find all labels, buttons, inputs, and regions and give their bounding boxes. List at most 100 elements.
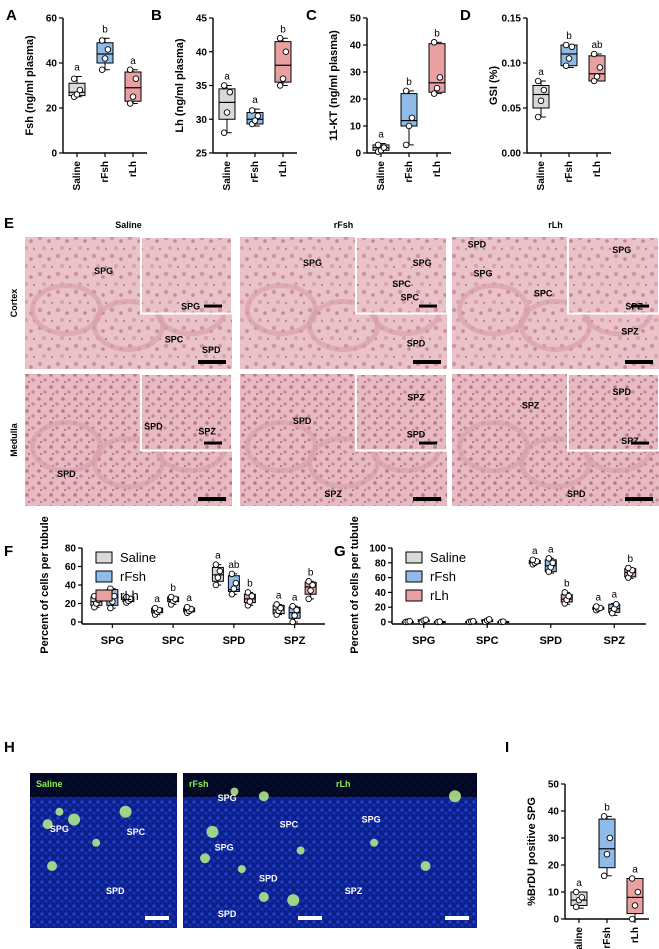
scale-bar (413, 497, 441, 501)
micrograph-inset (566, 373, 659, 452)
cell-type-label: SPD (144, 421, 163, 431)
y-tick-label: 30 (196, 115, 208, 126)
micrograph-medulla-rlh: SPZ SPD SPZ SPD (452, 373, 659, 506)
chart-g: 0 20 40 60 80 100 Percent of cells per tubule S… (349, 516, 646, 654)
box-rlh-point (132, 75, 140, 82)
significance-letter: a (532, 546, 538, 557)
box-rlh-spz-point (305, 595, 312, 603)
y-tick-label: 20 (65, 599, 77, 610)
cell-type-label: SPZ (324, 489, 342, 499)
cell-type-label: SPZ (522, 400, 540, 410)
y-tick-label: 80 (65, 544, 77, 555)
legend-swatch-rfsh (95, 570, 113, 583)
image-dark-edge (30, 773, 177, 797)
y-tick-label: 30 (548, 834, 560, 845)
significance-letter: a (538, 67, 544, 78)
cell-type-label: SPC (534, 288, 553, 298)
box-rfsh-point (251, 117, 259, 124)
y-tick-label: 60 (46, 14, 58, 25)
cell-type-label: SPD (468, 240, 487, 250)
box-rfsh-point (600, 813, 608, 820)
y-axis-label: Percent of cells per tubule (349, 516, 361, 654)
box-saline-spg-point (406, 618, 413, 625)
legend-label-rfsh: rFsh (430, 569, 456, 584)
box-saline-spd-point (214, 574, 222, 581)
x-tick-label: rLh (592, 161, 603, 177)
box-rlh-point (126, 66, 134, 73)
significance-letter: a (378, 130, 384, 141)
y-tick-label: 60 (375, 573, 387, 584)
chart-d: 0.00 0.05 0.10 0.15 GSI (%) Saline a rFsh b rLh ab (488, 14, 611, 190)
y-tick-label: 40 (548, 807, 560, 818)
brdu-positive-cell (258, 892, 269, 902)
y-tick-label: 25 (196, 149, 208, 160)
brdu-positive-cell (55, 807, 64, 816)
box-rfsh-point (600, 872, 608, 880)
box-rlh-spd-point (565, 592, 572, 600)
y-tick-label: 100 (369, 544, 386, 555)
y-tick-label: 60 (65, 562, 77, 573)
fluorescence-image-rlh: rLh SPG SPZ (330, 773, 477, 928)
box-rfsh-spd-point (549, 559, 556, 567)
y-tick-label: 35 (196, 81, 208, 92)
cell-type-label: SPG (362, 815, 381, 825)
fluorescence-title: rFsh (189, 779, 209, 789)
box-saline-spz-point (273, 601, 280, 608)
y-tick-label: 0 (70, 618, 76, 629)
micrograph-inset (139, 373, 233, 452)
cell-type-label: SPD (567, 489, 586, 499)
significance-letter: b (247, 578, 253, 589)
box-rfsh-point (568, 43, 576, 51)
box-rfsh-point (562, 41, 570, 49)
panel-label-i: I (505, 739, 509, 756)
box-saline-point (226, 88, 234, 96)
box-rlh-point (596, 64, 604, 71)
cell-type-label: SPD (612, 387, 631, 397)
inset-scale-bar (204, 304, 222, 308)
significance-letter: b (406, 77, 412, 88)
significance-letter: a (252, 95, 258, 106)
micrograph-cortex-rfsh: SPG SPC SPG SPC SPD (240, 236, 449, 369)
cell-type-label: SPZ (621, 327, 639, 337)
cell-type-label: SPD (407, 429, 426, 439)
box-saline-spd-point (216, 567, 224, 575)
legend-swatch-rfsh (405, 570, 423, 583)
significance-letter: a (611, 590, 617, 601)
box-rfsh-box (598, 818, 616, 869)
panel-label-d: D (460, 7, 471, 24)
legend-swatch-saline (405, 551, 423, 564)
box-saline-point (380, 144, 388, 151)
y-tick-label: 0 (553, 915, 559, 926)
legend-swatch-rlh (405, 589, 423, 602)
box-saline-box (218, 88, 236, 120)
chart-i: 0 10 20 30 40 50 %BrDU positive SPG Saline a rFsh… (526, 780, 649, 949)
box-rfsh-point (603, 850, 611, 858)
x-tick-label: rFsh (564, 161, 575, 183)
box-saline-point (572, 888, 580, 896)
y-tick-label: 0 (380, 618, 386, 629)
box-rfsh-point (101, 55, 109, 62)
x-tick-label: SPD (539, 635, 562, 647)
box-rfsh-point (405, 122, 413, 130)
y-tick-label: 20 (548, 861, 560, 872)
box-rfsh-point (408, 114, 416, 122)
box-rlh-spz-point (305, 578, 312, 585)
significance-letter: b (280, 24, 286, 35)
inset-scale-bar (419, 441, 437, 445)
box-saline-point (537, 97, 545, 105)
box-rlh-point (126, 100, 134, 107)
significance-letter: a (576, 878, 582, 889)
cell-type-label: SPZ (621, 436, 639, 446)
significance-letter: a (292, 592, 298, 603)
significance-letter: ab (591, 40, 603, 51)
panel-label-e: E (4, 215, 14, 232)
x-tick-label: SPD (223, 635, 246, 647)
box-saline-point (540, 86, 548, 94)
box-rlh-spd-point (246, 598, 254, 605)
significance-letter: a (74, 63, 80, 74)
box-saline-point (220, 129, 228, 136)
significance-letter: a (130, 56, 136, 67)
inset-scale-bar (419, 304, 437, 308)
panel-label-c: C (306, 7, 317, 24)
box-saline-point (374, 141, 382, 149)
